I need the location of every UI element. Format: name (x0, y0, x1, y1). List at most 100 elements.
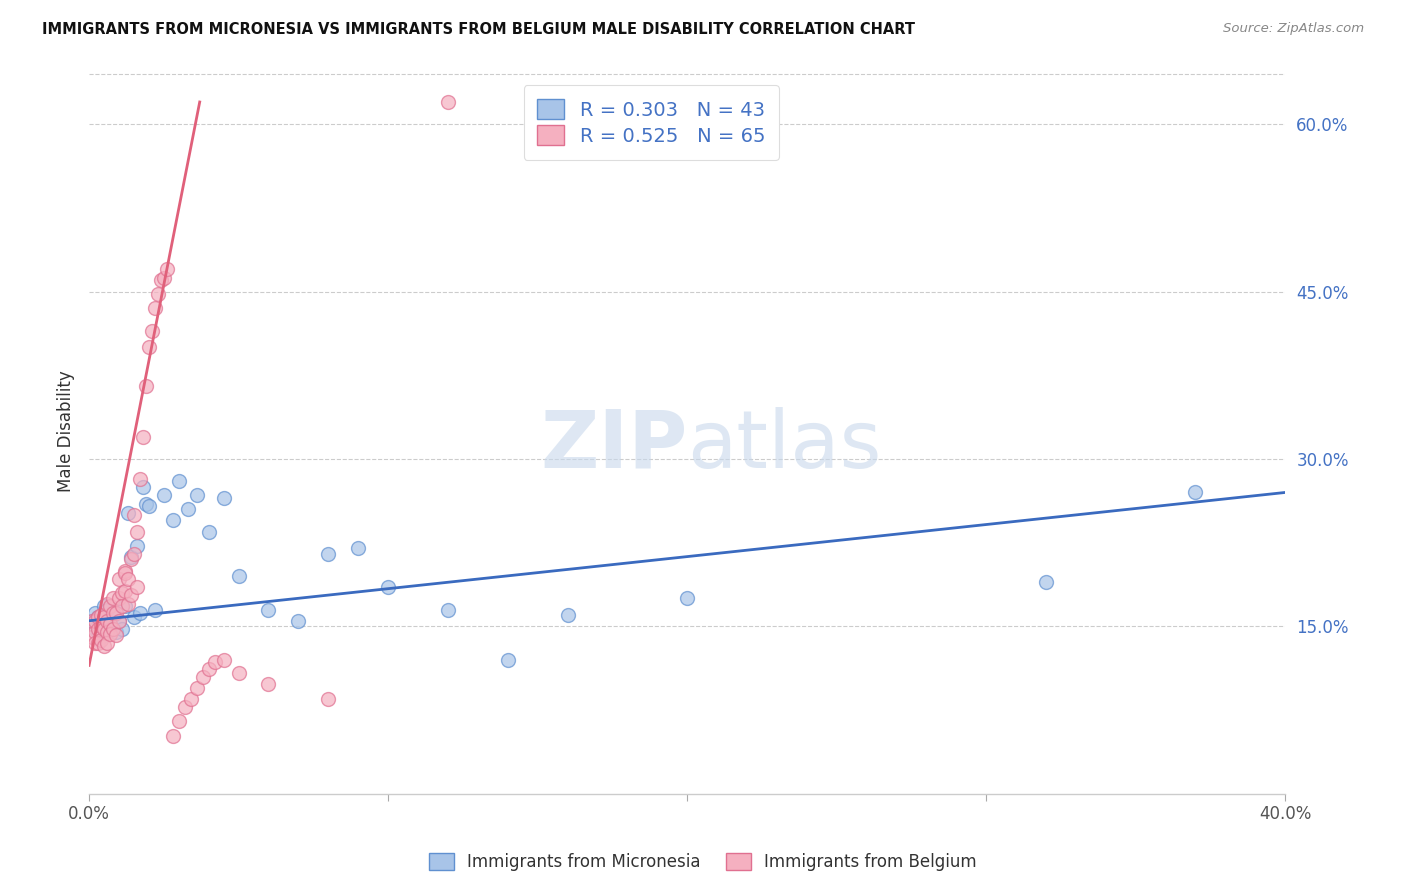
Point (111, 586, 134, 600)
Point (204, 655, 226, 669)
Point (120, 552, 142, 566)
Point (186, 488, 208, 502)
Point (93, 640, 115, 654)
Point (257, 602, 280, 616)
Point (101, 606, 124, 620)
Point (104, 628, 127, 642)
Point (377, 580, 399, 594)
Point (316, 691, 339, 706)
Point (316, 547, 339, 561)
Point (96, 597, 118, 611)
Point (197, 662, 219, 676)
Point (117, 573, 139, 587)
Point (80, 614, 103, 628)
Legend: Immigrants from Micronesia, Immigrants from Belgium: Immigrants from Micronesia, Immigrants f… (420, 845, 986, 880)
Point (87, 636, 110, 650)
Point (1035, 574, 1057, 589)
Point (87, 610, 110, 624)
Point (228, 569, 250, 583)
Point (287, 614, 309, 628)
Point (162, 729, 184, 743)
Point (114, 599, 136, 614)
Point (111, 599, 134, 614)
Point (162, 513, 184, 527)
Point (437, 95, 460, 109)
Point (212, 491, 235, 505)
Point (120, 588, 142, 602)
Point (96, 602, 118, 616)
Point (120, 550, 142, 565)
Point (98, 627, 121, 641)
Point (676, 591, 699, 606)
Point (138, 340, 160, 354)
Point (437, 602, 460, 616)
Point (167, 714, 190, 728)
Point (84, 636, 107, 650)
Point (104, 606, 127, 620)
Point (108, 573, 131, 587)
Point (228, 666, 250, 681)
Point (167, 475, 190, 489)
Point (90, 632, 112, 647)
Point (212, 653, 235, 667)
Point (125, 580, 148, 594)
Point (132, 430, 155, 444)
Point (96, 624, 118, 639)
Point (117, 506, 139, 520)
Point (149, 273, 172, 287)
Point (80, 631, 103, 645)
Point (104, 624, 127, 639)
Point (98, 599, 121, 614)
Point (84, 622, 107, 636)
Legend: R = 0.303   N = 43, R = 0.525   N = 65: R = 0.303 N = 43, R = 0.525 N = 65 (523, 86, 779, 160)
Point (197, 524, 219, 539)
Point (101, 591, 124, 606)
Point (496, 653, 519, 667)
Point (122, 508, 145, 522)
Point (101, 622, 124, 636)
Point (96, 636, 118, 650)
Point (108, 591, 131, 606)
Point (93, 622, 115, 636)
Point (135, 379, 157, 393)
Point (80, 614, 103, 628)
Text: atlas: atlas (688, 407, 882, 484)
Point (156, 262, 179, 277)
Point (180, 691, 202, 706)
Point (153, 488, 176, 502)
Point (84, 614, 107, 628)
Point (143, 301, 166, 316)
Point (186, 681, 208, 695)
Point (122, 610, 145, 624)
Point (114, 583, 136, 598)
Point (84, 624, 107, 639)
Point (98, 617, 121, 632)
Point (146, 286, 169, 301)
Point (1184, 485, 1206, 500)
Point (125, 539, 148, 553)
Point (114, 564, 136, 578)
Point (111, 622, 134, 636)
Point (114, 566, 136, 580)
Point (98, 619, 121, 633)
Point (93, 599, 115, 614)
Point (141, 324, 163, 338)
Point (117, 597, 139, 611)
Point (129, 472, 152, 486)
Point (138, 499, 160, 513)
Point (96, 614, 118, 628)
Point (108, 614, 131, 628)
Point (191, 669, 214, 683)
Point (90, 631, 112, 645)
Point (87, 622, 110, 636)
Text: ZIP: ZIP (540, 407, 688, 484)
Point (122, 547, 145, 561)
Point (87, 610, 110, 624)
Point (177, 502, 200, 516)
Y-axis label: Male Disability: Male Disability (58, 370, 75, 492)
Point (135, 497, 157, 511)
Point (347, 541, 370, 556)
Point (132, 480, 155, 494)
Point (557, 608, 579, 623)
Point (173, 699, 195, 714)
